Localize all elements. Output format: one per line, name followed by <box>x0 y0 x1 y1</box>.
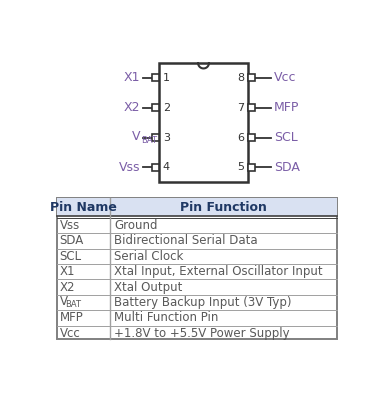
Bar <box>248 134 255 141</box>
Text: Battery Backup Input (3V Typ): Battery Backup Input (3V Typ) <box>114 296 291 309</box>
Bar <box>152 104 159 111</box>
Bar <box>248 164 255 171</box>
Text: Vcc: Vcc <box>60 327 80 340</box>
Text: Vcc: Vcc <box>274 71 296 85</box>
Text: 8: 8 <box>237 73 244 83</box>
Text: Ground: Ground <box>114 219 157 232</box>
Text: X2: X2 <box>124 101 141 114</box>
Bar <box>152 75 159 81</box>
Text: 6: 6 <box>237 133 244 143</box>
Text: Vss: Vss <box>60 219 80 232</box>
Text: X1: X1 <box>60 265 75 278</box>
Text: Pin Name: Pin Name <box>50 200 117 214</box>
Text: 2: 2 <box>163 103 170 113</box>
Text: X2: X2 <box>60 281 75 294</box>
Bar <box>152 164 159 171</box>
Text: 1: 1 <box>163 73 170 83</box>
Text: V: V <box>60 295 68 308</box>
Text: Bidirectional Serial Data: Bidirectional Serial Data <box>114 234 258 247</box>
Text: +1.8V to +5.5V Power Supply: +1.8V to +5.5V Power Supply <box>114 327 290 340</box>
Text: X1: X1 <box>124 71 141 85</box>
Text: Xtal Input, External Oscillator Input: Xtal Input, External Oscillator Input <box>114 265 323 278</box>
Bar <box>248 104 255 111</box>
Text: Vss: Vss <box>119 161 141 174</box>
Text: V: V <box>132 130 141 143</box>
Bar <box>57 198 337 339</box>
Text: SCL: SCL <box>274 131 297 144</box>
Text: 5: 5 <box>237 162 244 172</box>
Text: BAT: BAT <box>65 300 81 309</box>
Text: BAT: BAT <box>141 136 157 145</box>
Text: Multi Function Pin: Multi Function Pin <box>114 311 218 324</box>
Text: 7: 7 <box>237 103 244 113</box>
Text: Pin Function: Pin Function <box>180 200 267 214</box>
Bar <box>159 63 248 182</box>
Bar <box>57 198 337 216</box>
Text: SDA: SDA <box>274 161 300 174</box>
Text: MFP: MFP <box>274 101 299 114</box>
Bar <box>248 75 255 81</box>
Text: MFP: MFP <box>60 311 84 324</box>
Bar <box>152 134 159 141</box>
Text: SCL: SCL <box>60 250 82 263</box>
Text: Xtal Output: Xtal Output <box>114 281 182 294</box>
Text: 3: 3 <box>163 133 170 143</box>
Text: SDA: SDA <box>60 234 84 247</box>
Text: Serial Clock: Serial Clock <box>114 250 183 263</box>
Text: 4: 4 <box>163 162 170 172</box>
